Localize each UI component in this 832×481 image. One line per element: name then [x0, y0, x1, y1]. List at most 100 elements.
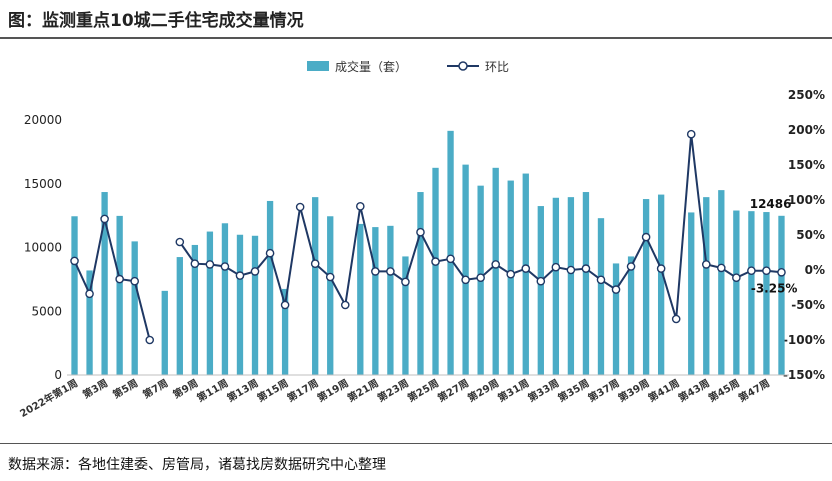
bar — [447, 130, 454, 375]
line-point — [190, 259, 200, 268]
page-title: 图：监测重点10城二手住宅成交量情况 — [8, 11, 304, 31]
right-axis: -150% -100% -50% 0% 50% 100% 150% 200% 250% — [783, 88, 825, 382]
line-point — [551, 262, 561, 272]
bar — [176, 257, 183, 375]
bar — [312, 197, 319, 375]
line-point — [356, 201, 365, 211]
bar — [432, 167, 439, 375]
right-tick-label: 50% — [796, 228, 825, 242]
legend-bar-label: 成交量（套） — [335, 59, 407, 74]
line-point — [175, 237, 185, 247]
x-tick-label: 第11周 — [195, 376, 231, 404]
bar — [161, 290, 168, 375]
x-tick-label: 第23周 — [375, 376, 411, 404]
line-point — [521, 264, 531, 273]
annotations: 12486 -3.25% — [750, 197, 798, 295]
x-tick-label: 第45周 — [706, 376, 742, 404]
line-point — [416, 227, 425, 237]
bar — [642, 199, 650, 375]
line-point — [386, 267, 395, 276]
bar — [612, 263, 620, 375]
line-point — [70, 256, 79, 266]
bar — [778, 215, 785, 375]
x-axis: 2022年第1周 第3周 第5周 第7周 第9周第11周第13周第15周第17周第19周… — [17, 376, 772, 420]
line-point — [280, 300, 290, 310]
line-point — [340, 300, 350, 310]
line-point — [686, 129, 696, 139]
line-point — [431, 257, 440, 266]
line-point — [265, 248, 275, 258]
right-tick-label: 0% — [805, 263, 825, 277]
x-tick-label: 第19周 — [315, 376, 351, 404]
x-tick-label: 第5周 — [110, 376, 140, 401]
line-point — [371, 267, 380, 276]
line-point — [100, 214, 109, 224]
right-tick-label: -100% — [783, 333, 825, 347]
line-point — [656, 264, 666, 273]
x-tick-label: 第29周 — [465, 376, 501, 404]
bar — [387, 225, 394, 375]
x-tick-label: 第33周 — [525, 376, 561, 404]
line-point — [325, 272, 335, 282]
line-point — [446, 254, 455, 264]
bar — [567, 197, 575, 375]
line-point — [566, 265, 576, 275]
bar — [402, 256, 409, 375]
bar — [657, 194, 665, 375]
line-point — [506, 269, 516, 279]
mom-markers — [70, 129, 786, 345]
line-point — [145, 335, 155, 345]
line-point — [762, 266, 771, 275]
bar — [251, 235, 259, 375]
right-tick-label: 150% — [788, 158, 825, 172]
x-tick-label: 第17周 — [285, 376, 321, 404]
bar — [537, 206, 544, 375]
line-point — [747, 266, 756, 275]
x-tick-label: 第21周 — [345, 376, 381, 404]
line-point — [641, 232, 651, 242]
line-point — [596, 275, 606, 285]
x-tick-label: 第47周 — [736, 376, 772, 404]
bar — [327, 216, 334, 375]
bar — [627, 256, 635, 375]
combo-chart: 成交量（套） 环比 0 5000 10000 15000 20000 -150% -100… — [17, 59, 825, 420]
bar — [221, 223, 229, 375]
line-point — [295, 202, 305, 212]
line-point — [250, 267, 260, 276]
legend: 成交量（套） 环比 — [307, 59, 509, 74]
line-point — [115, 274, 124, 284]
bar — [101, 192, 108, 375]
line-point — [461, 275, 470, 285]
line-point — [401, 277, 410, 287]
line-point — [581, 264, 591, 273]
left-tick-label: 5000 — [31, 304, 62, 318]
bar — [206, 231, 214, 375]
line-point — [671, 314, 681, 324]
bar — [718, 190, 725, 375]
bar-series — [71, 130, 785, 375]
line-point — [626, 262, 636, 271]
x-tick-label: 第31周 — [495, 376, 531, 404]
right-tick-label: -50% — [791, 298, 825, 312]
bar — [597, 218, 605, 375]
bar — [417, 192, 424, 375]
left-tick-label: 0 — [54, 368, 62, 382]
x-tick-label: 第41周 — [646, 376, 682, 404]
legend-line-marker — [458, 61, 468, 71]
line-point — [235, 271, 245, 280]
x-tick-label: 第7周 — [140, 376, 170, 401]
bar — [357, 223, 364, 375]
line-point — [220, 262, 230, 271]
legend-line-label: 环比 — [485, 60, 509, 74]
x-tick-label: 第13周 — [225, 376, 261, 404]
line-point — [536, 276, 546, 286]
bar — [281, 288, 289, 375]
left-tick-label: 10000 — [24, 241, 62, 255]
line-point — [205, 260, 215, 269]
bar — [748, 211, 755, 375]
bar — [733, 210, 740, 375]
bar — [462, 164, 469, 375]
bar — [86, 270, 93, 375]
bar — [116, 215, 123, 375]
annotation-last-volume: 12486 — [750, 197, 792, 211]
